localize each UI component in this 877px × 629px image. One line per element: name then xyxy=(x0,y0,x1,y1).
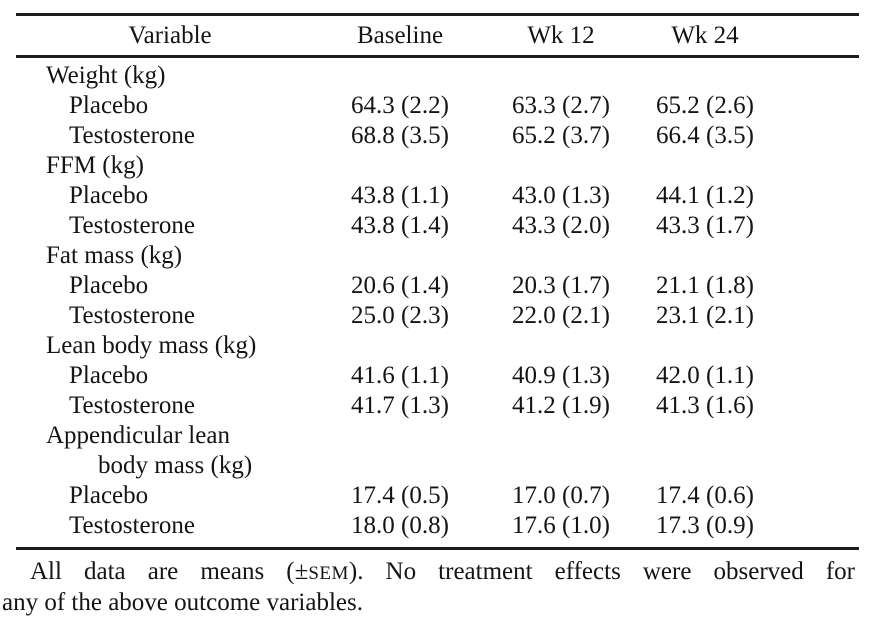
data-table: Variable Baseline Wk 12 Wk 24 Weight (kg… xyxy=(16,13,859,550)
row-label: Placebo xyxy=(69,92,149,119)
value-cell: 63.3 (2.7) xyxy=(512,92,610,119)
row-label: Lean body mass (kg) xyxy=(46,332,257,359)
table-row: Placebo 43.8 (1.1) 43.0 (1.3) 44.1 (1.2) xyxy=(16,181,859,211)
footnote-text-pre: All data are means (± xyxy=(30,558,309,585)
value-cell: 65.2 (3.7) xyxy=(512,122,610,149)
value-cell xyxy=(626,421,859,451)
value-cell xyxy=(626,151,859,181)
value-cell: 17.0 (0.7) xyxy=(512,482,610,509)
value-cell: 43.8 (1.1) xyxy=(351,182,449,209)
value-cell xyxy=(304,61,496,91)
value-cell: 17.6 (1.0) xyxy=(512,512,610,539)
value-cell xyxy=(496,241,626,271)
table-header-row: Variable Baseline Wk 12 Wk 24 xyxy=(16,16,859,55)
table-row: Placebo 41.6 (1.1) 40.9 (1.3) 42.0 (1.1) xyxy=(16,361,859,391)
value-cell: 43.8 (1.4) xyxy=(351,212,449,239)
table-footnote: All data are means (±SEM). No treatment … xyxy=(2,557,855,617)
footnote-sem-smallcaps: SEM xyxy=(308,563,349,584)
value-cell: 20.3 (1.7) xyxy=(512,272,610,299)
value-cell xyxy=(626,331,859,361)
footnote-line-2: any of the above outcome variables. xyxy=(2,589,363,616)
value-cell: 17.3 (0.9) xyxy=(656,512,754,539)
value-cell: 17.4 (0.6) xyxy=(656,482,754,509)
table-row: body mass (kg) xyxy=(16,451,859,481)
value-cell: 42.0 (1.1) xyxy=(656,362,754,389)
row-label: Appendicular lean xyxy=(46,422,230,449)
table-row: Lean body mass (kg) xyxy=(16,331,859,361)
value-cell xyxy=(626,241,859,271)
column-header-baseline: Baseline xyxy=(356,21,444,49)
value-cell: 18.0 (0.8) xyxy=(351,512,449,539)
value-cell xyxy=(304,151,496,181)
value-cell: 25.0 (2.3) xyxy=(351,302,449,329)
row-label: Testosterone xyxy=(69,392,195,419)
value-cell xyxy=(304,451,496,481)
row-label: Testosterone xyxy=(69,212,195,239)
value-cell: 65.2 (2.6) xyxy=(656,92,754,119)
value-cell: 68.8 (3.5) xyxy=(351,122,449,149)
row-label: FFM (kg) xyxy=(46,152,144,179)
table-row: Weight (kg) xyxy=(16,61,859,91)
table-row: Testosterone 43.8 (1.4) 43.3 (2.0) 43.3 (1.… xyxy=(16,211,859,241)
value-cell xyxy=(496,421,626,451)
value-cell xyxy=(496,331,626,361)
row-label: body mass (kg) xyxy=(98,452,253,479)
value-cell: 44.1 (1.2) xyxy=(656,182,754,209)
table-row: Testosterone 18.0 (0.8) 17.6 (1.0) 17.3 (0.… xyxy=(16,511,859,541)
row-label: Fat mass (kg) xyxy=(46,242,183,269)
value-cell xyxy=(304,421,496,451)
value-cell: 41.6 (1.1) xyxy=(351,362,449,389)
value-cell: 41.3 (1.6) xyxy=(656,392,754,419)
value-cell: 64.3 (2.2) xyxy=(351,92,449,119)
value-cell: 41.2 (1.9) xyxy=(512,392,610,419)
value-cell xyxy=(496,151,626,181)
value-cell: 22.0 (2.1) xyxy=(512,302,610,329)
value-cell: 20.6 (1.4) xyxy=(351,272,449,299)
table-row: Testosterone 25.0 (2.3) 22.0 (2.1) 23.1 (2.… xyxy=(16,301,859,331)
value-cell xyxy=(496,61,626,91)
value-cell xyxy=(626,451,859,481)
value-cell: 41.7 (1.3) xyxy=(351,392,449,419)
row-label: Testosterone xyxy=(69,302,195,329)
table-row: Placebo 17.4 (0.5) 17.0 (0.7) 17.4 (0.6) xyxy=(16,481,859,511)
column-header-wk12: Wk 12 xyxy=(527,21,595,49)
row-label: Weight (kg) xyxy=(46,62,166,89)
value-cell: 21.1 (1.8) xyxy=(656,272,754,299)
value-cell: 23.1 (2.1) xyxy=(656,302,754,329)
row-label: Placebo xyxy=(69,362,149,389)
column-header-variable: Variable xyxy=(128,21,212,49)
row-label: Placebo xyxy=(69,182,149,209)
value-cell: 66.4 (3.5) xyxy=(656,122,754,149)
column-header-wk24: Wk 24 xyxy=(671,21,739,49)
table-row: Testosterone 68.8 (3.5) 65.2 (3.7) 66.4 (3.… xyxy=(16,121,859,151)
table-body: Weight (kg) Placebo 64.3 (2.2) 63.3 (2.7) 65… xyxy=(16,58,859,547)
table-row: Placebo 64.3 (2.2) 63.3 (2.7) 65.2 (2.6) xyxy=(16,91,859,121)
row-label: Testosterone xyxy=(69,512,195,539)
row-label: Testosterone xyxy=(69,122,195,149)
table-row: Appendicular lean xyxy=(16,421,859,451)
value-cell: 40.9 (1.3) xyxy=(512,362,610,389)
value-cell xyxy=(304,331,496,361)
table-row: FFM (kg) xyxy=(16,151,859,181)
value-cell xyxy=(304,241,496,271)
row-label: Placebo xyxy=(69,482,149,509)
table-row: Placebo 20.6 (1.4) 20.3 (1.7) 21.1 (1.8) xyxy=(16,271,859,301)
value-cell: 43.3 (2.0) xyxy=(512,212,610,239)
footnote-text-post: ). No treatment effects were observed fo… xyxy=(348,558,855,585)
footnote-line-1: All data are means (±SEM). No treatment … xyxy=(2,557,855,588)
value-cell: 17.4 (0.5) xyxy=(351,482,449,509)
value-cell: 43.0 (1.3) xyxy=(512,182,610,209)
value-cell xyxy=(626,61,859,91)
value-cell xyxy=(496,451,626,481)
table-row: Testosterone 41.7 (1.3) 41.2 (1.9) 41.3 (1.… xyxy=(16,391,859,421)
value-cell: 43.3 (1.7) xyxy=(656,212,754,239)
table-top-rule xyxy=(16,13,859,16)
table-row: Fat mass (kg) xyxy=(16,241,859,271)
table-bottom-rule xyxy=(16,547,859,550)
table-header-rule xyxy=(16,55,859,58)
row-label: Placebo xyxy=(69,272,149,299)
